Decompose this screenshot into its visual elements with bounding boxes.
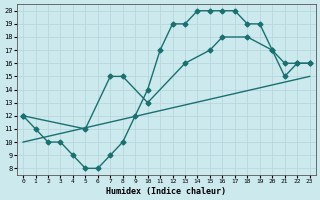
X-axis label: Humidex (Indice chaleur): Humidex (Indice chaleur) <box>106 187 226 196</box>
